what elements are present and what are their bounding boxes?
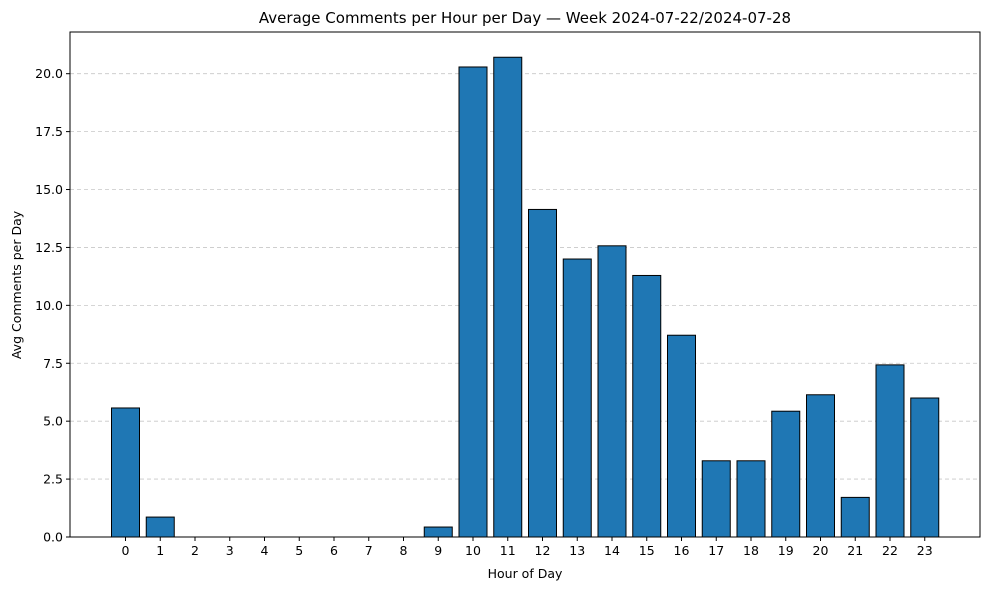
- x-tick-label: 10: [465, 543, 481, 558]
- y-axis-label: Avg Comments per Day: [9, 210, 24, 359]
- bar-hour-18: [736, 460, 766, 538]
- y-tick-label: 12.5: [35, 240, 63, 255]
- bar-hour-11: [493, 56, 523, 538]
- bar-hour-10: [458, 66, 488, 538]
- plot-frame: [69, 31, 981, 538]
- x-tick-label: 23: [917, 543, 933, 558]
- bar-hour-0: [111, 407, 140, 538]
- x-tick-label: 19: [778, 543, 794, 558]
- bar-hour-14: [597, 245, 627, 538]
- x-tick-label: 18: [743, 543, 759, 558]
- y-tick-label: 7.5: [43, 356, 63, 371]
- x-tick-label: 15: [639, 543, 655, 558]
- x-tick-label: 2: [191, 543, 199, 558]
- bar-hour-23: [910, 397, 940, 538]
- y-axis-ticks: 0.0 2.5 5.0 7.5 10.0 12.5 15.0 17.5 20.0: [35, 66, 70, 545]
- x-tick-label: 6: [330, 543, 338, 558]
- bar-hour-13: [562, 258, 592, 538]
- bar-hour-17: [701, 460, 731, 538]
- x-tick-label: 3: [226, 543, 234, 558]
- bar-hour-22: [875, 364, 905, 538]
- y-tick-label: 17.5: [35, 124, 63, 139]
- y-tick-label: 15.0: [35, 182, 63, 197]
- x-tick-label: 7: [365, 543, 373, 558]
- chart-title: Average Comments per Hour per Day — Week…: [259, 9, 791, 27]
- x-tick-label: 4: [261, 543, 269, 558]
- bar-hour-15: [632, 274, 662, 538]
- x-tick-label: 22: [882, 543, 898, 558]
- x-tick-label: 21: [847, 543, 863, 558]
- x-tick-label: 11: [500, 543, 516, 558]
- y-tick-label: 5.0: [43, 414, 63, 429]
- x-tick-label: 20: [813, 543, 829, 558]
- y-tick-label: 20.0: [35, 66, 63, 81]
- x-tick-label: 8: [400, 543, 408, 558]
- x-tick-label: 0: [122, 543, 130, 558]
- x-axis-label: Hour of Day: [488, 566, 563, 581]
- x-tick-label: 1: [156, 543, 164, 558]
- x-tick-label: 14: [604, 543, 620, 558]
- bar-hour-19: [771, 410, 801, 538]
- bar-hour-21: [840, 496, 870, 538]
- y-gridlines: [70, 73, 980, 480]
- bar-hour-12: [528, 208, 557, 538]
- x-tick-label: 9: [434, 543, 442, 558]
- y-tick-label: 10.0: [35, 298, 63, 313]
- x-tick-label: 17: [708, 543, 724, 558]
- x-tick-label: 16: [674, 543, 690, 558]
- x-tick-label: 12: [535, 543, 551, 558]
- bars: [111, 56, 940, 538]
- y-tick-label: 2.5: [43, 472, 63, 487]
- bar-hour-1: [145, 516, 175, 538]
- bar-hour-20: [806, 394, 835, 538]
- x-tick-label: 13: [569, 543, 585, 558]
- y-tick-label: 0.0: [43, 530, 63, 545]
- x-axis-ticks: 0 1 2 3 4 5 6 7 8 9 10 11 12 13 14 15 16 17 18 19 20 21 22 23: [122, 537, 933, 558]
- x-tick-label: 5: [295, 543, 303, 558]
- bar-hour-16: [667, 334, 696, 538]
- bar-hour-9: [423, 526, 453, 538]
